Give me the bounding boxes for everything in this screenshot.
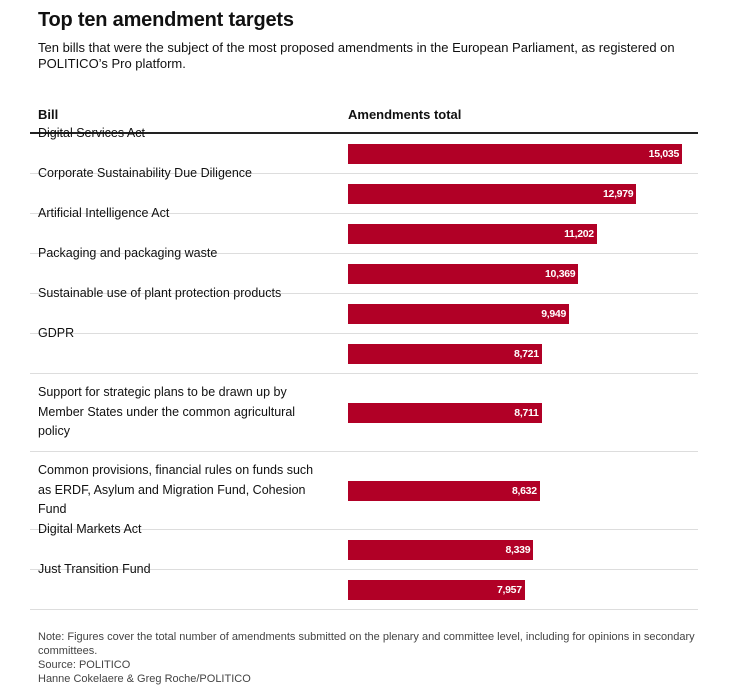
bar: 11,202 xyxy=(348,223,597,244)
table-row: GDPR 8,721 xyxy=(30,326,698,374)
bar-value-label: 12,979 xyxy=(602,187,634,200)
table-row: Digital Markets Act 8,339 xyxy=(30,522,698,570)
column-header-bill: Bill xyxy=(38,107,59,122)
bar: 8,339 xyxy=(348,539,534,560)
bar-value-label: 11,202 xyxy=(564,227,594,240)
table-row: Common provisions, financial rules on fu… xyxy=(30,452,698,530)
table-row: Just Transition Fund 7,957 xyxy=(30,562,698,610)
bar-value-label: 8,711 xyxy=(514,406,539,419)
chart-title: Top ten amendment targets xyxy=(38,9,294,31)
footer-credit: Hanne Cokelaere & Greg Roche/POLITICO xyxy=(38,673,251,685)
header-rule xyxy=(30,132,698,134)
bar: 12,979 xyxy=(348,183,637,204)
table-row: Packaging and packaging waste 10,369 xyxy=(30,246,698,294)
bar-value-label: 8,632 xyxy=(511,484,537,497)
bill-label: Corporate Sustainability Due Diligence xyxy=(38,166,253,181)
bar-value-label: 10,369 xyxy=(545,267,576,280)
table-row: Corporate Sustainability Due Diligence 12… xyxy=(30,166,698,214)
bar-value-label: 7,957 xyxy=(496,583,522,596)
bar: 10,369 xyxy=(348,263,579,284)
bar: 9,949 xyxy=(348,303,569,324)
table-row: Support for strategic plans to be drawn … xyxy=(30,374,698,452)
table-row: Digital Services Act 15,035 xyxy=(30,126,698,174)
column-header-amendments: Amendments total xyxy=(348,107,462,122)
bar: 8,721 xyxy=(348,343,542,364)
bar-value-label: 8,339 xyxy=(505,543,531,556)
footer-source: Source: POLITICO xyxy=(38,659,131,671)
bar-value-label: 15,035 xyxy=(648,147,680,160)
bar-value-label: 8,721 xyxy=(513,347,539,360)
bill-label: Digital Services Act xyxy=(38,126,145,141)
bar: 8,632 xyxy=(348,480,540,501)
bill-label: Common provisions, financial rules on fu… xyxy=(38,463,314,517)
bill-label: Just Transition Fund xyxy=(38,562,151,577)
chart-subtitle: Ten bills that were the subject of the m… xyxy=(38,40,675,71)
bill-label: Digital Markets Act xyxy=(38,522,142,537)
table-row: Artificial Intelligence Act 11,202 xyxy=(30,206,698,254)
bar: 15,035 xyxy=(348,143,682,164)
bill-label: GDPR xyxy=(38,326,75,341)
bill-label: Artificial Intelligence Act xyxy=(38,206,170,221)
chart-footer: Note: Figures cover the total number of … xyxy=(38,630,728,686)
bar: 8,711 xyxy=(348,402,542,423)
bill-label: Sustainable use of plant protection prod… xyxy=(38,286,282,301)
table-row: Sustainable use of plant protection prod… xyxy=(30,286,698,334)
bill-label: Packaging and packaging waste xyxy=(38,246,218,261)
bar-value-label: 9,949 xyxy=(541,307,566,320)
footer-note: Note: Figures cover the total number of … xyxy=(38,631,695,657)
bill-label: Support for strategic plans to be drawn … xyxy=(38,385,296,439)
bar: 7,957 xyxy=(348,579,525,600)
